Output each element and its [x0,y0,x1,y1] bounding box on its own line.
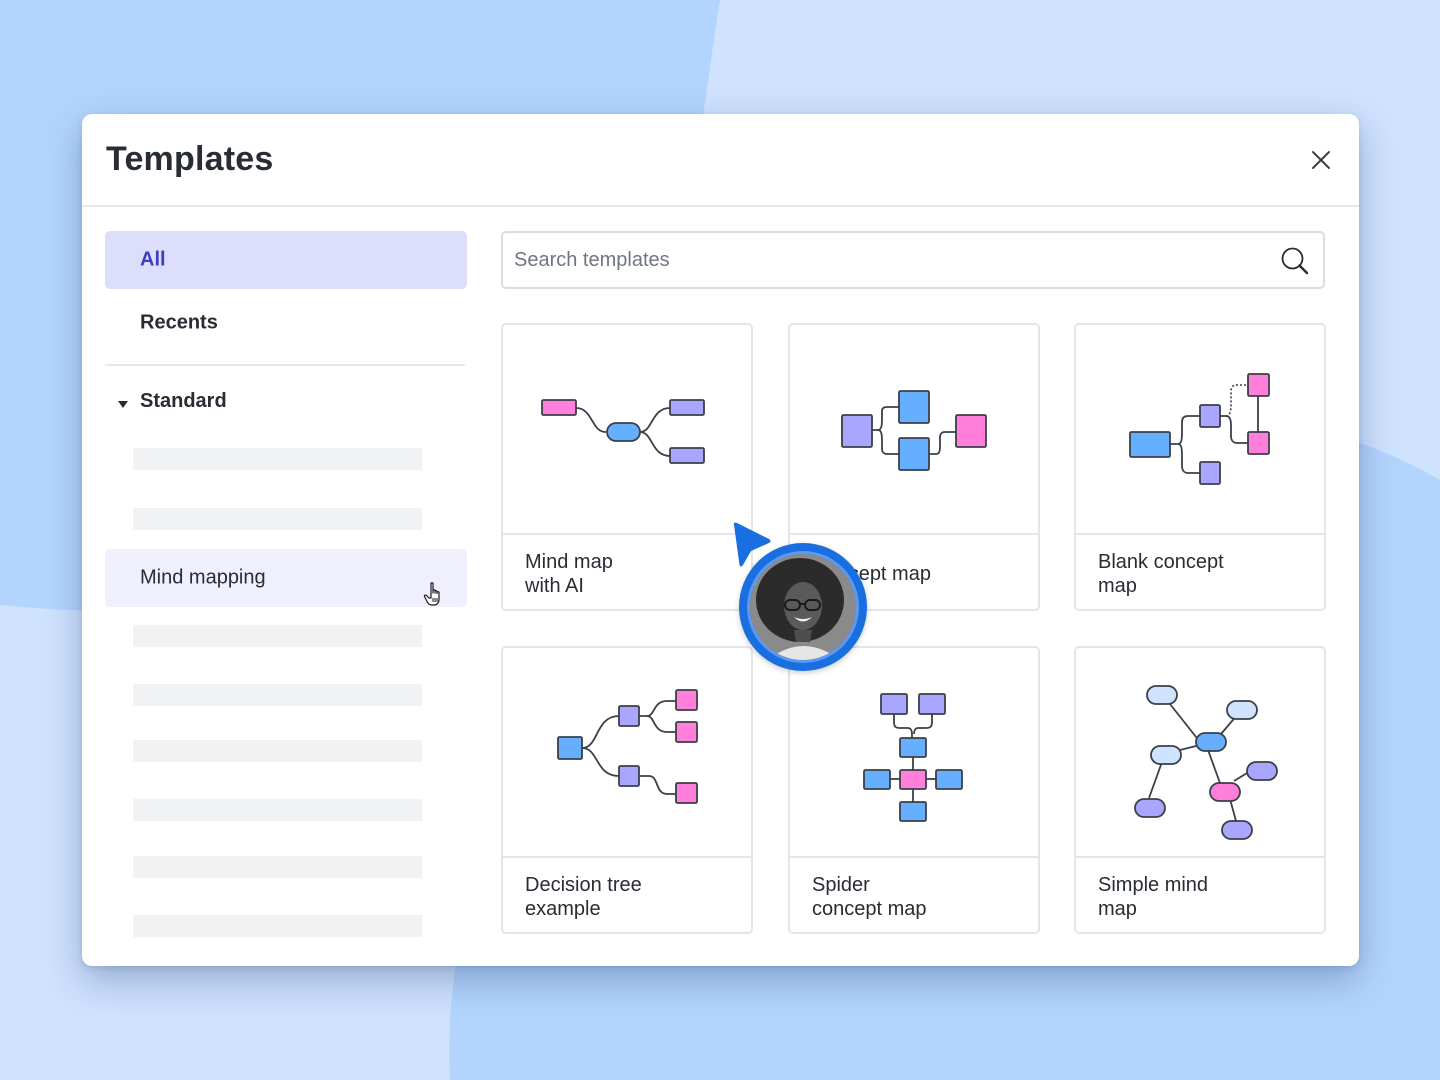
person-photo-icon [750,554,856,660]
template-thumbnail [790,648,1038,858]
template-title-line: Spider [812,874,870,896]
template-title-line: Blank concept [1098,551,1224,573]
template-card-spider-concept-map[interactable]: Spider concept map [788,646,1040,934]
sidebar-item-mind-mapping[interactable]: Mind mapping [105,549,467,607]
blank-concept-map-diagram-icon [1129,373,1270,485]
mind-map-diagram-icon [541,399,705,464]
template-thumbnail [1076,648,1324,858]
sidebar: All Recents Standard Mind mapping [105,231,467,966]
template-thumbnail [503,325,751,535]
template-title: Spider concept map [812,873,1012,921]
search-input[interactable] [503,233,1323,287]
search-icon[interactable] [1279,245,1311,277]
skeleton-item [133,625,422,647]
template-title-line: Mind map [525,551,613,573]
section-label: Standard [140,390,227,412]
sidebar-item-all[interactable]: All [105,231,467,289]
sidebar-item-recents[interactable]: Recents [105,294,467,352]
template-title-line: map [1098,898,1137,920]
template-thumbnail [790,325,1038,535]
skeleton-item [133,740,422,762]
caret-down-icon [118,401,128,408]
skeleton-item [133,915,422,937]
close-icon [1312,151,1330,169]
skeleton-item [133,856,422,878]
avatar-photo [750,554,856,660]
template-title: Decision tree example [525,873,725,921]
template-title: Blank concept map [1098,550,1298,598]
template-title-line: map [1098,575,1137,597]
template-title-line: Decision tree [525,874,642,896]
concept-map-diagram-icon [841,390,987,471]
sidebar-divider [105,364,465,366]
avatar-ring [747,551,859,663]
template-title-line: concept map [812,898,927,920]
templates-modal: Templates All Recents Standard Mind mapp… [82,114,1359,966]
template-card-mind-map-with-ai[interactable]: Mind map with AI [501,323,753,611]
search-box[interactable] [501,231,1325,289]
skeleton-item [133,684,422,706]
spider-concept-map-diagram-icon [863,693,963,822]
hand-pointer-cursor-icon [423,582,440,606]
modal-header: Templates [82,114,1359,207]
collaborator-avatar[interactable] [739,543,867,671]
template-thumbnail [503,648,751,858]
template-card-simple-mind-map[interactable]: Simple mind map [1074,646,1326,934]
sidebar-item-label: Mind mapping [140,566,266,589]
template-title-line: with AI [525,575,584,597]
simple-mind-map-diagram-icon [1134,685,1278,840]
template-card-concept-map[interactable]: Concept map [788,323,1040,611]
template-title-line: example [525,898,601,920]
template-card-blank-concept-map[interactable]: Blank concept map [1074,323,1326,611]
modal-title: Templates [106,140,274,178]
skeleton-item [133,508,422,530]
template-title-line: Simple mind [1098,874,1209,896]
template-title: Simple mind map [1098,873,1298,921]
sidebar-item-label: Recents [140,311,218,334]
template-thumbnail [1076,325,1324,535]
skeleton-item [133,448,422,470]
section-standard-toggle[interactable]: Standard [105,386,467,420]
decision-tree-diagram-icon [557,689,698,804]
template-card-decision-tree-example[interactable]: Decision tree example [501,646,753,934]
collaborator-pointer-icon [733,522,771,567]
close-button[interactable] [1309,148,1333,172]
sidebar-item-label: All [140,248,166,271]
skeleton-item [133,799,422,821]
template-title: Mind map with AI [525,550,725,598]
